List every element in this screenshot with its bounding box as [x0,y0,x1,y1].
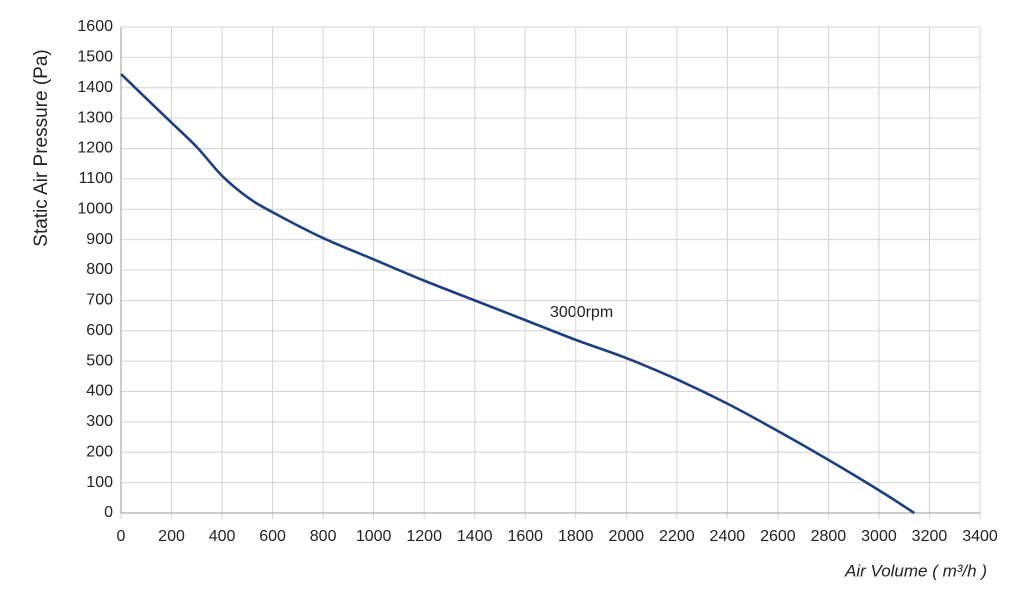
x-tick-label: 400 [209,528,236,545]
x-tick-label: 2600 [760,528,796,545]
x-tick-label: 600 [259,528,286,545]
y-tick-label: 100 [86,474,113,491]
y-tick-label: 200 [86,443,113,460]
y-tick-label: 900 [86,231,113,248]
y-axis-label: Static Air Pressure (Pa) [31,49,52,246]
x-tick-label: 0 [117,528,126,545]
x-axis-label: Air Volume ( m³/h ) [844,561,987,580]
x-tick-label: 1600 [507,528,543,545]
y-tick-label: 1400 [77,79,113,96]
y-tick-label: 1000 [77,200,113,217]
y-tick-label: 400 [86,383,113,400]
y-tick-label: 800 [86,261,113,278]
y-tick-label: 1200 [77,140,113,157]
y-tick-label: 300 [86,413,113,430]
annotation: 3000rpm [550,304,613,321]
y-tick-label: 500 [86,352,113,369]
y-tick-label: 600 [86,322,113,339]
y-tick-label: 1300 [77,109,113,126]
x-tick-label: 1200 [406,528,442,545]
x-tick-label: 1000 [356,528,392,545]
y-tick-label: 1500 [77,49,113,66]
y-tick-label: 1600 [77,18,113,35]
x-tick-label: 3000 [861,528,897,545]
curve [120,73,916,515]
x-tick-label: 2800 [811,528,847,545]
x-tick-label: 3400 [962,528,998,545]
x-tick-label: 1800 [558,528,594,545]
x-tick-label: 2400 [710,528,746,545]
x-tick-label: 2200 [659,528,695,545]
y-tick-label: 700 [86,292,113,309]
x-tick-label: 200 [158,528,185,545]
y-tick-label: 1100 [79,170,114,187]
x-tick-label: 800 [310,528,337,545]
x-tick-label: 3200 [912,528,948,545]
x-tick-label: 1400 [457,528,493,545]
x-tick-label: 2000 [608,528,644,545]
y-tick-label: 0 [104,504,113,521]
